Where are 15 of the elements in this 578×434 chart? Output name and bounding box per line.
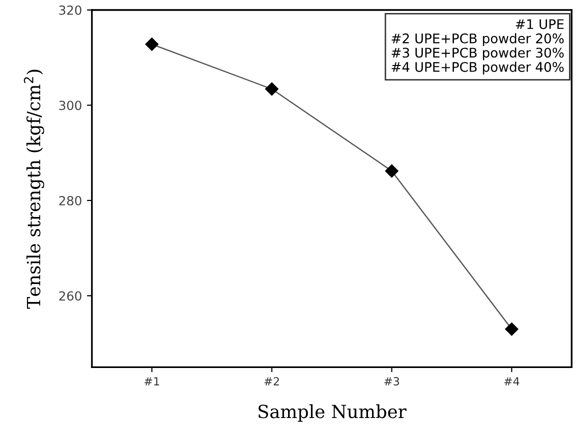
y-axis-title: Tensile strength (kgf/cm$^{2}$) (24, 70, 44, 309)
y-tick-label: 320 (59, 5, 82, 15)
annotation: #1 UPE #2 UPE+PCB powder 20% #3 UPE+PCB powder 30% #4 UPE+PCB powder 40% (392, 19, 564, 74)
point (145, 38, 158, 51)
x-tick-label: #3 (384, 377, 400, 386)
y-tick-label: 280 (59, 196, 82, 206)
point (505, 322, 518, 336)
point (265, 82, 278, 96)
y-tick-label: 260 (59, 291, 82, 301)
x-tick-label: #1 (144, 377, 160, 386)
point (385, 164, 398, 178)
x-tick-label: #2 (264, 377, 279, 386)
x-axis-title: Sample Number (258, 404, 406, 422)
y-tick-label: 300 (59, 100, 82, 110)
x-tick-label: #4 (504, 377, 520, 386)
